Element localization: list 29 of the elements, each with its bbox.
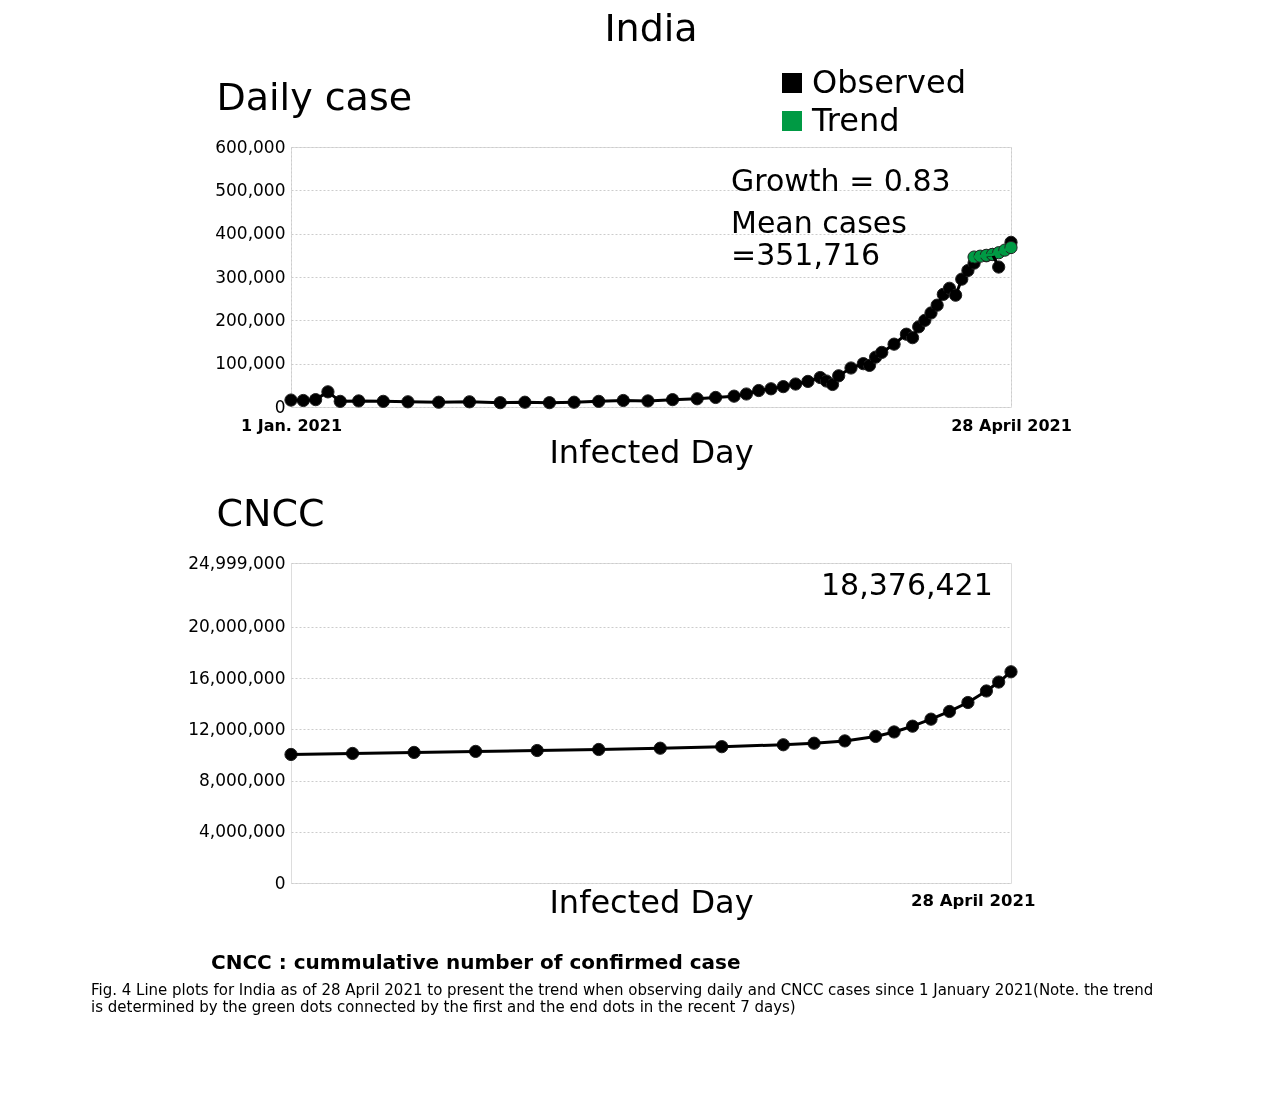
y-tick-label: 4,000,000: [198, 821, 286, 842]
y-tick-label: 24,999,000: [188, 552, 286, 573]
y-tick-label: 20,000,000: [188, 616, 286, 637]
x-axis-title: Infected Day: [549, 882, 754, 921]
text: 28 April 2021: [911, 891, 1036, 910]
chart-title: India: [604, 6, 698, 50]
y-tick-label: 16,000,000: [188, 667, 286, 688]
y-tick-label: 12,000,000: [188, 718, 286, 739]
y-tick-label: 200,000: [215, 309, 286, 330]
legend-label: Trend: [811, 101, 900, 139]
y-tick-label: 500,000: [215, 179, 286, 200]
x-axis-title: Infected Day: [549, 432, 754, 471]
y-axis-title: CNCC: [216, 490, 325, 535]
annotation: Mean cases =351,716: [731, 205, 907, 272]
annotation: Growth = 0.83: [731, 163, 951, 198]
y-tick-label: 600,000: [215, 136, 286, 157]
y-tick-label: 8,000,000: [198, 770, 286, 791]
x-tick-label: 1 Jan. 2021: [240, 415, 343, 435]
y-axis-title: Daily case: [216, 74, 413, 119]
legend-label: Observed: [812, 63, 966, 101]
y-tick-label: 300,000: [215, 266, 286, 287]
y-tick-label: 0: [274, 872, 286, 893]
y-tick-label: 100,000: [215, 353, 286, 374]
caption: Fig. 4 Line plots for India as of 28 April 2021 to present the trend when observing daily and CNCC cases since 1 January 2021(Note. the trend is determined by the green dots connected by the first and the end dots in the recent 7 days): [91, 981, 1154, 1016]
y-tick-label: 400,000: [215, 223, 286, 244]
text: CNCC : cummulative number of confirmed case: [211, 950, 741, 974]
y-tick-label: 0: [274, 396, 286, 417]
annotation: 18,376,421: [821, 567, 993, 602]
point: [284, 393, 298, 407]
